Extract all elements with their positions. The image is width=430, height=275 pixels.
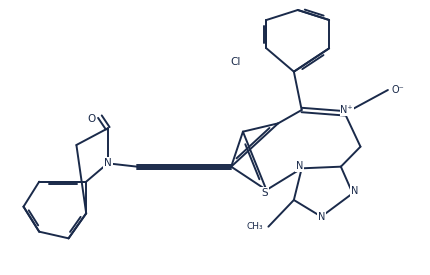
Text: O: O [87, 114, 96, 124]
Text: N: N [295, 161, 303, 171]
Text: N: N [350, 186, 357, 196]
Text: N: N [317, 212, 324, 222]
Text: Cl: Cl [229, 57, 240, 67]
Text: CH₃: CH₃ [246, 222, 263, 231]
Text: O⁻: O⁻ [391, 85, 404, 95]
Text: S: S [261, 188, 267, 198]
Text: N⁺: N⁺ [340, 105, 352, 115]
Text: N: N [104, 158, 111, 168]
